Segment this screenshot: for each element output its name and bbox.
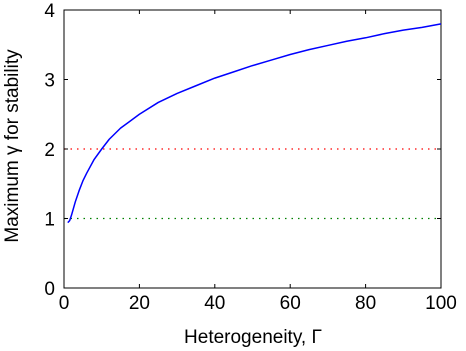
y-axis-label: Maximum γ for stability xyxy=(2,49,23,243)
labels-layer: Heterogeneity, Γ Maximum γ for stability xyxy=(2,49,322,348)
y-tick-label: 3 xyxy=(44,71,55,92)
y-tick-label: 0 xyxy=(44,279,55,300)
x-axis-label: Heterogeneity, Γ xyxy=(184,327,322,348)
y-tick-label: 4 xyxy=(44,1,55,22)
x-tick-label: 100 xyxy=(425,293,457,314)
x-tick-label: 80 xyxy=(355,293,376,314)
ticks-layer: 0 20 40 60 80 100 0 1 2 3 4 xyxy=(44,1,456,314)
y-tick-label: 2 xyxy=(44,140,55,161)
x-tick-label: 20 xyxy=(129,293,150,314)
x-tick-label: 0 xyxy=(59,293,70,314)
x-tick-label: 40 xyxy=(204,293,225,314)
y-tick-label: 1 xyxy=(44,210,55,231)
reference-lines xyxy=(64,148,441,220)
x-tick-label: 60 xyxy=(280,293,301,314)
series-line-1 xyxy=(67,23,442,224)
series-layer xyxy=(67,23,442,224)
